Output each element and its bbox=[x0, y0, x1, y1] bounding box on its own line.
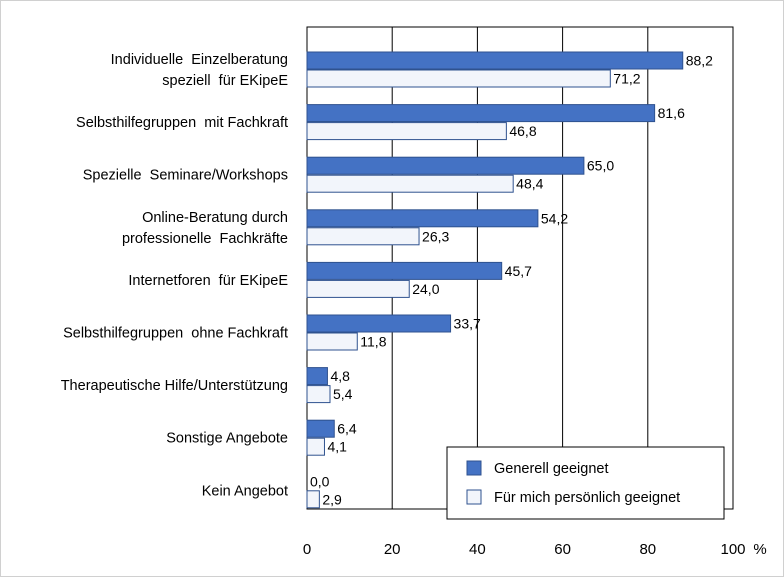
legend-label: Generell geeignet bbox=[494, 461, 608, 477]
category-label: speziell für EKipeE bbox=[162, 73, 288, 89]
bar-generell bbox=[306, 261, 503, 280]
category-label: Selbsthilfegruppen ohne Fachkraft bbox=[63, 326, 288, 342]
category-label: Online-Beratung durch bbox=[142, 210, 288, 226]
bar-generell bbox=[306, 419, 335, 438]
bar-persoenlich bbox=[306, 279, 410, 298]
data-label: 26,3 bbox=[422, 228, 449, 244]
legend-swatch bbox=[466, 460, 482, 476]
category-label: professionelle Fachkräfte bbox=[122, 231, 288, 247]
x-tick-label: 80 bbox=[639, 541, 656, 558]
data-label: 33,7 bbox=[454, 316, 481, 332]
x-axis-ticks: 0 20 40 60 80 100% bbox=[303, 541, 767, 558]
category-label: Sonstige Angebote bbox=[166, 431, 288, 447]
data-label: 4,1 bbox=[327, 439, 347, 455]
bar-persoenlich bbox=[306, 490, 320, 509]
bar-persoenlich bbox=[306, 332, 358, 351]
bar-persoenlich bbox=[306, 122, 507, 141]
data-label: 2,9 bbox=[322, 491, 342, 507]
x-tick-label: 40 bbox=[469, 541, 486, 558]
bar-persoenlich bbox=[306, 437, 325, 456]
data-label: 24,0 bbox=[412, 281, 439, 297]
data-label: 4,8 bbox=[330, 368, 350, 384]
category-label: Selbsthilfegruppen mit Fachkraft bbox=[76, 115, 288, 131]
category-label: Internetforen für EKipeE bbox=[128, 273, 288, 289]
data-label: 48,4 bbox=[516, 176, 543, 192]
data-labels: 88,2 71,2 81,6 46,8 65,0 48,4 54,2 26,3 45,7 24,0… bbox=[310, 53, 713, 508]
bar-generell bbox=[306, 156, 585, 175]
x-tick-label: 20 bbox=[384, 541, 401, 558]
data-label: 88,2 bbox=[686, 53, 713, 69]
x-unit-label: % bbox=[753, 541, 766, 558]
data-label: 65,0 bbox=[587, 158, 614, 174]
bar-persoenlich bbox=[306, 227, 420, 246]
bar-generell bbox=[306, 367, 328, 386]
bar-generell bbox=[306, 104, 656, 123]
bar-generell bbox=[306, 209, 539, 228]
x-tick-label: 100 bbox=[720, 541, 745, 558]
bar-generell bbox=[306, 51, 684, 70]
category-label: Individuelle Einzelberatung bbox=[111, 52, 288, 68]
data-label: 71,2 bbox=[613, 71, 640, 87]
data-label: 81,6 bbox=[658, 105, 685, 121]
bar-persoenlich bbox=[306, 174, 514, 193]
data-label: 11,8 bbox=[360, 334, 386, 350]
legend-box bbox=[446, 446, 725, 520]
data-label: 46,8 bbox=[509, 123, 536, 139]
category-labels: Individuelle Einzelberatung speziell für … bbox=[61, 52, 289, 499]
bars bbox=[306, 51, 684, 509]
x-tick-label: 0 bbox=[303, 541, 311, 558]
data-label: 54,2 bbox=[541, 210, 568, 226]
category-label: Therapeutische Hilfe/Unterstützung bbox=[61, 378, 288, 394]
data-label: 5,4 bbox=[333, 386, 353, 402]
bar-generell bbox=[306, 314, 452, 333]
data-label: 6,4 bbox=[337, 421, 357, 437]
data-label: 45,7 bbox=[505, 263, 532, 279]
legend: Generell geeignet Für mich persönlich gee… bbox=[446, 446, 725, 520]
bar-persoenlich bbox=[306, 385, 331, 404]
legend-swatch bbox=[466, 489, 482, 505]
data-label: 0,0 bbox=[310, 473, 330, 489]
category-label: Spezielle Seminare/Workshops bbox=[83, 168, 288, 184]
bar-persoenlich bbox=[306, 69, 611, 88]
legend-label: Für mich persönlich geeignet bbox=[494, 490, 680, 506]
category-label: Kein Angebot bbox=[202, 483, 288, 499]
x-tick-label: 60 bbox=[554, 541, 571, 558]
